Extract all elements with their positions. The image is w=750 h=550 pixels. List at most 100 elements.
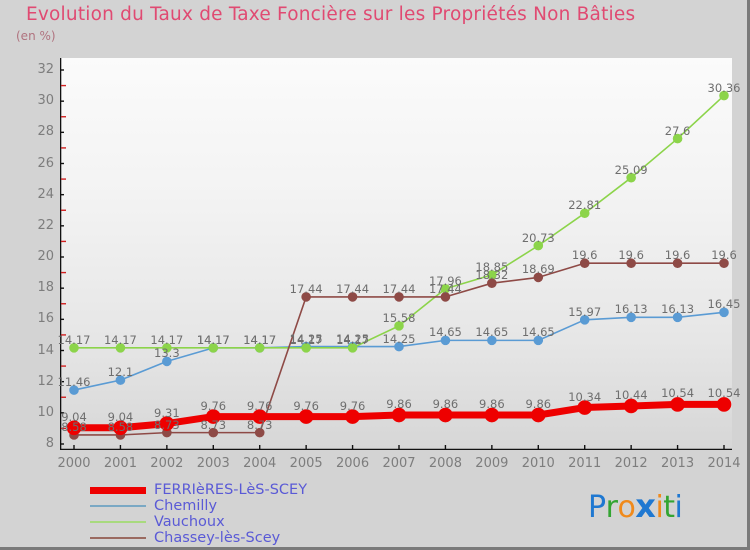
- chart-unit-subtitle: (en %): [16, 29, 56, 43]
- chart-legend: FERRIèRES-LèS-SCEY Chemilly Vauchoux Chasse…: [88, 482, 388, 546]
- data-point-label: 14.17: [196, 332, 230, 347]
- y-axis-tick-label: 10: [37, 404, 54, 420]
- data-point-label: 14.17: [150, 332, 184, 347]
- y-axis-tick-label: 22: [37, 217, 54, 233]
- x-axis-tick-label: 2001: [103, 456, 137, 471]
- data-point-label: 17.44: [428, 281, 462, 296]
- page-title: Evolution du Taux de Taxe Foncière sur l…: [26, 4, 636, 25]
- legend-color-swatch: [88, 486, 148, 494]
- data-point-label: 16.13: [661, 302, 695, 317]
- y-axis-tick-label: 24: [37, 186, 54, 202]
- data-point-label: 27.6: [664, 123, 691, 138]
- data-point-label: 9.86: [525, 397, 552, 411]
- x-axis-tick-label: 2009: [475, 456, 509, 471]
- data-point-label: 30.36: [707, 80, 741, 95]
- x-axis-tick-label: 2006: [336, 456, 370, 471]
- data-point-label: 15.58: [382, 310, 416, 325]
- data-point-label: 17.44: [289, 281, 323, 296]
- plot-area: [60, 58, 732, 450]
- data-point-label: 14.65: [521, 325, 555, 340]
- x-axis-tick-label: 2002: [150, 456, 184, 471]
- data-point-label: 14.25: [289, 331, 323, 346]
- data-point-label: 8.58: [107, 419, 134, 434]
- y-axis-tick-label: 20: [37, 249, 54, 264]
- data-point-label: 9.86: [479, 397, 505, 411]
- series-1: [66, 397, 732, 436]
- logo-letter-i1: i: [655, 490, 664, 525]
- legend-item-4[interactable]: Chassey-lès-Scey: [88, 530, 388, 546]
- data-point-label: 16.13: [614, 302, 648, 317]
- data-point-label: 14.65: [475, 325, 509, 340]
- data-point-label: 14.17: [196, 332, 230, 347]
- legend-item-3[interactable]: Vauchoux: [88, 514, 388, 530]
- legend-item-1[interactable]: FERRIèRES-LèS-SCEY: [88, 482, 388, 498]
- x-axis-tick-label: 2005: [289, 456, 323, 471]
- data-point-label: 10.54: [707, 386, 741, 401]
- x-axis-tick-label: 2013: [661, 456, 695, 471]
- data-point-label: 18.69: [521, 262, 555, 277]
- data-point-label: 14.17: [336, 332, 370, 347]
- series-3: [69, 90, 729, 353]
- legend-label: Chemilly: [154, 498, 218, 514]
- y-axis-tick-label: 16: [37, 311, 54, 327]
- legend-color-swatch: [88, 505, 148, 507]
- data-point-label: 8.73: [154, 417, 180, 432]
- data-point-label: 14.25: [336, 331, 370, 346]
- x-axis-tick-label: 2007: [382, 456, 416, 471]
- data-point-label: 14.25: [382, 331, 416, 346]
- x-axis-tick-label: 2012: [614, 456, 648, 471]
- data-point-label: 9.86: [386, 397, 412, 411]
- legend-line-sample: [90, 505, 146, 507]
- y-axis-tick-label: 12: [37, 373, 54, 389]
- data-point-label: 14.17: [57, 332, 91, 347]
- x-axis-tick-label: 2011: [568, 456, 602, 471]
- legend-label: FERRIèRES-LèS-SCEY: [154, 482, 308, 498]
- data-point-label: 18.32: [475, 268, 509, 283]
- data-point-label: 14.65: [428, 325, 462, 340]
- data-point-label: 9.04: [61, 409, 87, 424]
- legend-label: Chassey-lès-Scey: [154, 530, 281, 546]
- logo-letter-r: r: [605, 490, 618, 525]
- data-point-label: 17.44: [382, 281, 416, 296]
- data-point-label: 20.73: [521, 230, 555, 245]
- data-point-label: 19.6: [571, 248, 598, 263]
- data-point-label: 8.58: [61, 419, 87, 434]
- data-point-label: 22.81: [568, 198, 602, 213]
- series-4: [69, 258, 729, 440]
- y-axis-tick-label: 32: [37, 62, 54, 77]
- data-point-label: 10.54: [661, 386, 695, 401]
- logo-letter-o: o: [617, 490, 636, 525]
- logo-letter-t: t: [663, 490, 675, 525]
- data-point-label: 19.6: [711, 248, 737, 263]
- legend-line-sample: [90, 521, 146, 523]
- y-axis-tick-label: 14: [37, 342, 54, 358]
- data-point-label: 9.76: [200, 398, 227, 413]
- legend-item-2[interactable]: Chemilly: [88, 498, 388, 514]
- data-point-label: 8.73: [246, 417, 273, 432]
- chart-canvas: [60, 58, 732, 450]
- legend-color-swatch: [88, 521, 148, 523]
- x-axis-tick-label: 2010: [521, 456, 555, 471]
- x-axis-tick-label: 2014: [707, 456, 741, 471]
- y-axis-tick-label: 26: [37, 155, 54, 171]
- proxiti-logo: Proxiti: [588, 487, 683, 525]
- data-point-label: 9.76: [293, 398, 319, 413]
- x-axis-tick-label: 2000: [57, 456, 91, 471]
- data-point-label: 9.76: [246, 398, 273, 413]
- x-axis-tick-label: 2008: [428, 456, 462, 471]
- x-axis-tick-label: 2003: [196, 456, 230, 471]
- data-point-label: 15.97: [568, 304, 602, 319]
- legend-line-sample: [90, 486, 146, 494]
- data-point-label: 10.44: [614, 387, 648, 402]
- legend-line-sample: [90, 537, 146, 539]
- logo-letter-i2: i: [674, 490, 683, 525]
- data-point-label: 11.46: [57, 375, 91, 390]
- data-point-label: 17.96: [428, 273, 462, 288]
- data-point-label: 9.76: [339, 398, 366, 413]
- y-axis-tick-label: 8: [45, 436, 54, 451]
- legend-label: Vauchoux: [154, 514, 225, 530]
- data-point-label: 9.86: [432, 397, 459, 411]
- y-axis-tick-label: 30: [37, 93, 54, 109]
- logo-letter-p: P: [588, 490, 606, 525]
